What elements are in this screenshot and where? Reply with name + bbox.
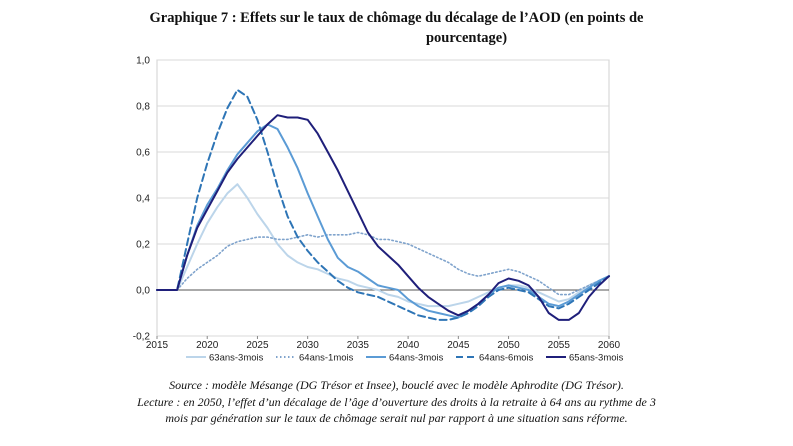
x-tick-label: 2050 (497, 340, 520, 351)
y-tick-label: 0,6 (136, 148, 150, 159)
series-line-64ans-3mois (156, 123, 610, 319)
y-tick-label: 0,8 (136, 102, 150, 113)
y-tick-label: 0,2 (136, 240, 150, 251)
y-tick-label: 0,4 (136, 194, 150, 205)
chart-notes: Source : modèle Mésange (DG Trésor et In… (0, 377, 793, 427)
x-tick-label: 2060 (598, 340, 621, 351)
series-line-63ans-3mois (156, 183, 610, 308)
chart-title-line1: Graphique 7 : Effets sur le taux de chôm… (149, 10, 644, 26)
x-tick-label: 2025 (246, 340, 269, 351)
y-tick-label: -0,2 (133, 332, 151, 343)
legend-label-64ans-1mois: 64ans-1mois (299, 353, 354, 364)
x-tick-label: 2035 (347, 340, 370, 351)
legend-label-64ans-6mois: 64ans-6mois (479, 353, 534, 364)
legend-label-64ans-3mois: 64ans-3mois (389, 353, 444, 364)
lecture-note-line2: mois par génération sur le taux de chôma… (165, 411, 628, 425)
legend-label-63ans-3mois: 63ans-3mois (209, 353, 264, 364)
chart-legend: 63ans-3mois 64ans-1mois 64ans-3mois 64ans-6… (186, 353, 624, 364)
source-note: Source : modèle Mésange (DG Trésor et In… (169, 378, 624, 392)
series-line-64ans-1mois (156, 231, 610, 296)
y-tick-label: 0,0 (136, 286, 150, 297)
x-tick-label: 2040 (397, 340, 420, 351)
y-tick-label: 1,0 (136, 56, 150, 67)
series-line-65ans-3mois (156, 114, 610, 321)
grid-lines (156, 59, 610, 337)
x-tick-label: 2045 (447, 340, 470, 351)
x-tick-label: 2030 (297, 340, 320, 351)
chart-title-line2: pourcentage) (425, 30, 508, 46)
lecture-note-line1: Lecture : en 2050, l’effet d’un décalage… (137, 394, 656, 409)
x-tick-label: 2055 (548, 340, 571, 351)
series-line-64ans-6mois (156, 88, 610, 321)
x-tick-label: 2020 (196, 340, 219, 351)
series-lines (156, 88, 610, 321)
chart-axes: -0,2 0,0 0,2 0,4 0,6 0,8 1,0 2015 2020 2025 2030 20… (133, 56, 621, 352)
chart-title: Graphique 7 : Effets sur le taux de chôm… (0, 8, 793, 48)
legend-label-65ans-3mois: 65ans-3mois (569, 353, 624, 364)
x-tick-label: 2015 (146, 340, 169, 351)
